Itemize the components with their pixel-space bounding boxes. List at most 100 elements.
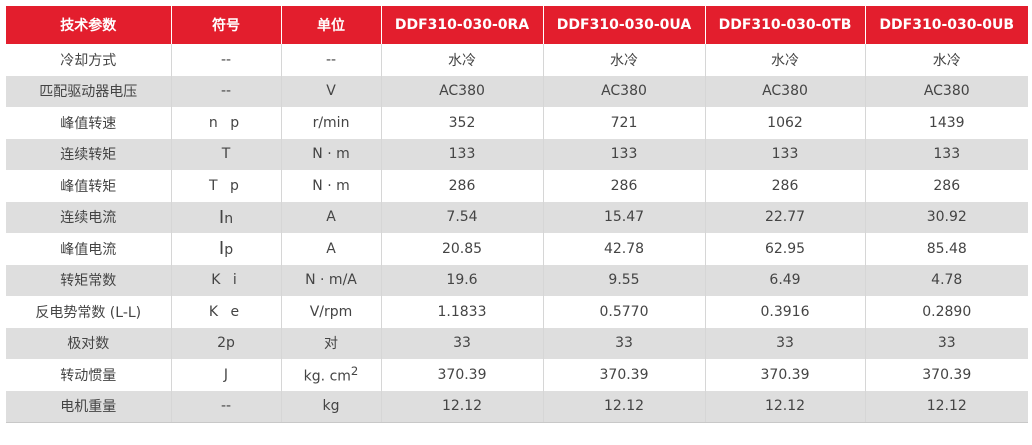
- value-cell: 133: [542, 138, 705, 170]
- unit-cell: V/rpm: [280, 296, 381, 328]
- value-cell: 水冷: [704, 44, 865, 76]
- spec-table: 技术参数 符号 单位 DDF310-030-0RA DDF310-030-0UA…: [6, 6, 1028, 423]
- table-row: 连续转矩 T N · m 133 133 133 133: [6, 138, 1028, 170]
- value-cell: 0.3916: [704, 296, 865, 328]
- unit-cell: N · m: [280, 138, 381, 170]
- table-row: 极对数 2p 对 33 33 33 33: [6, 327, 1028, 359]
- header-model-0tb: DDF310-030-0TB: [704, 6, 865, 44]
- value-cell: 133: [704, 138, 865, 170]
- value-cell: 33: [864, 327, 1028, 359]
- value-cell: 33: [542, 327, 705, 359]
- value-cell: 12.12: [864, 390, 1028, 423]
- param-cell: 峰值电流: [6, 233, 171, 265]
- value-cell: 6.49: [704, 264, 865, 296]
- value-cell: 12.12: [542, 390, 705, 423]
- param-cell: 峰值转矩: [6, 170, 171, 202]
- symbol-cell: --: [170, 44, 281, 76]
- unit-cell: A: [280, 233, 381, 265]
- value-cell: 33: [704, 327, 865, 359]
- value-cell: AC380: [542, 75, 705, 107]
- symbol-cell: K i: [170, 264, 281, 296]
- param-cell: 转动惯量: [6, 359, 171, 391]
- symbol-subscript: p: [224, 242, 234, 259]
- param-cell: 反电势常数 (L-L): [6, 296, 171, 328]
- value-cell: 20.85: [380, 233, 543, 265]
- value-cell: 22.77: [704, 201, 865, 233]
- symbol-cell: T: [170, 138, 281, 170]
- symbol-main: I: [218, 238, 225, 260]
- value-cell: 85.48: [864, 233, 1028, 265]
- value-cell: 352: [380, 107, 543, 139]
- value-cell: 7.54: [380, 201, 543, 233]
- value-cell: 370.39: [704, 359, 865, 391]
- value-cell: 286: [864, 170, 1028, 202]
- param-cell: 转矩常数: [6, 264, 171, 296]
- param-cell: 连续电流: [6, 201, 171, 233]
- value-cell: 0.2890: [864, 296, 1028, 328]
- value-cell: 19.6: [380, 264, 543, 296]
- value-cell: AC380: [704, 75, 865, 107]
- value-cell: 286: [704, 170, 865, 202]
- symbol-cell: T p: [170, 170, 281, 202]
- symbol-subscript: n: [224, 210, 234, 227]
- header-param: 技术参数: [6, 6, 171, 44]
- value-cell: 水冷: [380, 44, 543, 76]
- table-row: 峰值转矩 T p N · m 286 286 286 286: [6, 170, 1028, 202]
- value-cell: 1439: [864, 107, 1028, 139]
- param-cell: 冷却方式: [6, 44, 171, 76]
- value-cell: 12.12: [704, 390, 865, 423]
- table-row: 反电势常数 (L-L) K e V/rpm 1.1833 0.5770 0.39…: [6, 296, 1028, 328]
- table-row: 冷却方式 -- -- 水冷 水冷 水冷 水冷: [6, 44, 1028, 76]
- table-row: 电机重量 -- kg 12.12 12.12 12.12 12.12: [6, 390, 1028, 423]
- symbol-cell: n p: [170, 107, 281, 139]
- header-row: 技术参数 符号 单位 DDF310-030-0RA DDF310-030-0UA…: [6, 6, 1028, 44]
- symbol-cell: 2p: [170, 327, 281, 359]
- header-symbol: 符号: [170, 6, 281, 44]
- param-cell: 峰值转速: [6, 107, 171, 139]
- unit-cell: kg: [280, 390, 381, 423]
- symbol-cell: --: [170, 390, 281, 423]
- param-cell: 连续转矩: [6, 138, 171, 170]
- symbol-cell: --: [170, 75, 281, 107]
- value-cell: 33: [380, 327, 543, 359]
- unit-cell: kg. cm2: [280, 359, 381, 391]
- value-cell: 30.92: [864, 201, 1028, 233]
- table-row: 转矩常数 K i N · m/A 19.6 9.55 6.49 4.78: [6, 264, 1028, 296]
- value-cell: AC380: [380, 75, 543, 107]
- unit-cell: N · m/A: [280, 264, 381, 296]
- value-cell: 水冷: [864, 44, 1028, 76]
- value-cell: 1.1833: [380, 296, 543, 328]
- value-cell: 1062: [704, 107, 865, 139]
- table-row: 连续电流 In A 7.54 15.47 22.77 30.92: [6, 201, 1028, 233]
- symbol-main: I: [218, 206, 225, 228]
- value-cell: 9.55: [542, 264, 705, 296]
- unit-cell: A: [280, 201, 381, 233]
- value-cell: 0.5770: [542, 296, 705, 328]
- value-cell: 42.78: [542, 233, 705, 265]
- value-cell: 133: [380, 138, 543, 170]
- value-cell: 133: [864, 138, 1028, 170]
- unit-cell: V: [280, 75, 381, 107]
- unit-superscript: 2: [350, 364, 359, 379]
- value-cell: 286: [542, 170, 705, 202]
- param-cell: 极对数: [6, 327, 171, 359]
- param-cell: 匹配驱动器电压: [6, 75, 171, 107]
- header-model-0ra: DDF310-030-0RA: [380, 6, 543, 44]
- unit-cell: r/min: [280, 107, 381, 139]
- unit-cell: 对: [280, 327, 381, 359]
- value-cell: 15.47: [542, 201, 705, 233]
- table-row: 匹配驱动器电压 -- V AC380 AC380 AC380 AC380: [6, 75, 1028, 107]
- table-row: 峰值转速 n p r/min 352 721 1062 1439: [6, 107, 1028, 139]
- unit-cell: N · m: [280, 170, 381, 202]
- value-cell: AC380: [864, 75, 1028, 107]
- value-cell: 水冷: [542, 44, 705, 76]
- header-model-0ua: DDF310-030-0UA: [542, 6, 705, 44]
- value-cell: 62.95: [704, 233, 865, 265]
- header-model-0ub: DDF310-030-0UB: [864, 6, 1028, 44]
- symbol-cell: K e: [170, 296, 281, 328]
- value-cell: 370.39: [380, 359, 543, 391]
- unit-main: kg. cm: [303, 369, 351, 386]
- symbol-cell: In: [170, 201, 281, 233]
- value-cell: 721: [542, 107, 705, 139]
- value-cell: 286: [380, 170, 543, 202]
